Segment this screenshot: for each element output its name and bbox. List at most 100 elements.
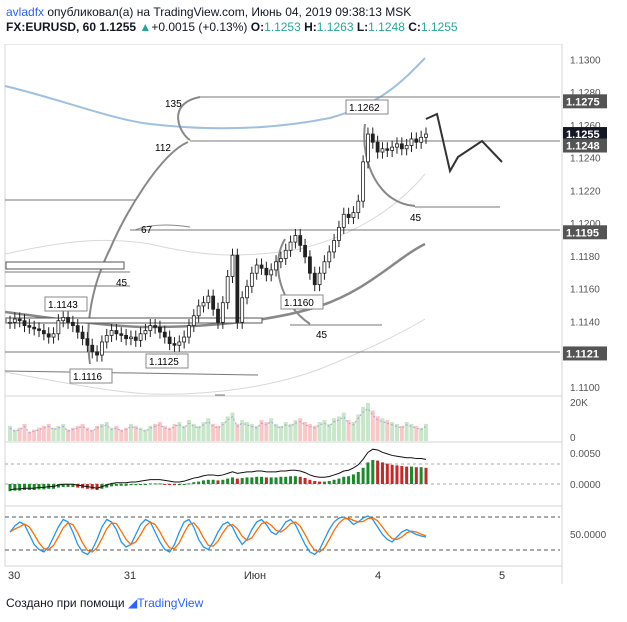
macd-bar <box>240 478 244 484</box>
volume-bar <box>211 423 216 441</box>
candle-body <box>167 336 172 345</box>
label-high-1-text: 1.1262 <box>349 103 380 114</box>
volume-bar <box>341 412 346 441</box>
price-badge <box>563 225 607 240</box>
volume-bar <box>148 425 153 441</box>
volume-bar <box>419 427 424 441</box>
candle-body <box>225 276 230 304</box>
volume-bar <box>414 425 419 441</box>
macd-bar <box>347 476 351 484</box>
macd-signal-line <box>9 448 427 491</box>
fib-label-67: 67 <box>141 225 153 236</box>
price-tick: 1.1180 <box>570 252 600 263</box>
up-arrow-icon: ▲ <box>139 20 152 34</box>
candle-body <box>138 333 143 341</box>
volume-bar <box>409 423 414 441</box>
zone-rectangle-1[interactable] <box>5 261 125 270</box>
fib-label-45-left: 45 <box>116 278 128 289</box>
candle-body <box>46 333 51 338</box>
tradingview-brand[interactable]: TradingView <box>137 596 204 610</box>
macd-bar <box>245 477 249 484</box>
price-tick: 1.1220 <box>570 186 601 197</box>
volume-bar <box>225 416 230 441</box>
volume-bar <box>66 429 71 441</box>
candle-body <box>254 264 259 274</box>
author-link[interactable]: avladfx <box>6 5 45 19</box>
macd-bar <box>235 478 239 484</box>
volume-bar <box>56 425 61 441</box>
price-pane[interactable] <box>4 44 563 397</box>
candle-body <box>322 261 327 274</box>
label-high-2-text: 1.1143 <box>48 300 78 311</box>
volume-bar <box>317 422 322 441</box>
projection-path[interactable] <box>425 112 503 174</box>
candle-body <box>235 254 240 323</box>
volume-bar <box>399 425 404 441</box>
volume-bar <box>153 423 158 441</box>
volume-bar <box>157 422 162 441</box>
candle-body <box>366 133 370 163</box>
macd-pane[interactable] <box>4 441 563 507</box>
macd-bar <box>105 484 109 488</box>
label-low-2: 1.1125 <box>145 353 189 369</box>
macd-axis-top: 0.0050 <box>570 449 601 460</box>
macd-bar <box>293 476 297 484</box>
macd-bar <box>61 484 65 487</box>
volume-bar <box>17 427 22 441</box>
candle-body <box>385 148 390 151</box>
price-badge-text: 1.1195 <box>566 227 599 239</box>
macd-bar <box>37 484 41 490</box>
macd-bar <box>182 484 186 485</box>
macd-bar <box>139 484 143 485</box>
candle-body <box>162 331 167 338</box>
volume-bar <box>133 425 138 441</box>
label-low-1-text: 1.1160 <box>284 298 314 309</box>
macd-bar <box>269 477 273 484</box>
macd-bar <box>226 478 230 484</box>
price-badge-text: 1.1275 <box>566 96 600 108</box>
volume-bar <box>12 429 17 441</box>
chart-canvas[interactable]: 1.1262 1.1160 1.1143 1.1125 1.1116 135 1… <box>0 44 627 594</box>
high-label: H: <box>304 20 317 34</box>
candle-body <box>424 133 428 138</box>
macd-bar <box>260 476 264 484</box>
macd-bar <box>158 483 162 485</box>
volume-bar <box>216 425 220 441</box>
fib-label-112: 112 <box>155 143 171 154</box>
volume-bar <box>404 422 409 441</box>
candle-body <box>80 331 85 340</box>
macd-bar <box>313 481 317 484</box>
time-axis[interactable]: 30 31 Июн 4 5 <box>8 570 505 582</box>
macd-bar <box>197 481 201 484</box>
macd-bar <box>221 479 225 484</box>
volume-bar <box>390 422 395 441</box>
macd-bar <box>337 478 341 484</box>
candle-body <box>356 200 361 214</box>
macd-bar <box>395 465 399 484</box>
macd-bar <box>231 477 235 484</box>
candle-body <box>404 145 409 150</box>
macd-bar <box>114 484 118 486</box>
candle-body <box>75 325 80 333</box>
stoch-d-line <box>9 517 427 553</box>
candle-body <box>182 336 187 343</box>
macd-bar <box>153 483 157 485</box>
candle-body <box>187 325 191 338</box>
stoch-axis-mid: 50.0000 <box>570 530 607 541</box>
macd-bar <box>168 484 172 485</box>
candle-body <box>133 336 138 341</box>
price-tick: 1.1260 <box>570 121 601 132</box>
volume-bar <box>167 427 172 441</box>
macd-bar <box>322 481 326 484</box>
zone-rectangle-2[interactable] <box>5 317 263 324</box>
volume-bar <box>182 425 187 441</box>
macd-bar <box>298 476 302 484</box>
candle-body <box>158 326 162 333</box>
macd-bar <box>206 479 210 484</box>
time-tick: 31 <box>124 570 136 582</box>
macd-axis-bottom: 0.0000 <box>570 480 601 491</box>
candle-body <box>119 333 124 336</box>
price-tick: 1.1160 <box>570 285 600 296</box>
stoch-pane[interactable] <box>4 505 563 567</box>
